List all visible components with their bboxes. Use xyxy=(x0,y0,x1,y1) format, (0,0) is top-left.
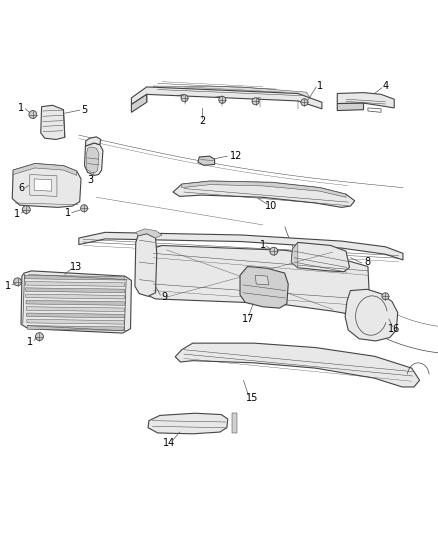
Polygon shape xyxy=(255,275,269,285)
Circle shape xyxy=(270,247,278,255)
Text: 1: 1 xyxy=(317,80,323,91)
Polygon shape xyxy=(13,164,77,175)
Polygon shape xyxy=(198,156,215,165)
Circle shape xyxy=(22,206,30,214)
Polygon shape xyxy=(27,313,124,318)
Polygon shape xyxy=(345,289,398,341)
Text: 15: 15 xyxy=(246,393,258,403)
Polygon shape xyxy=(30,174,57,197)
Polygon shape xyxy=(21,271,131,333)
Polygon shape xyxy=(85,143,103,175)
Polygon shape xyxy=(26,306,124,312)
Polygon shape xyxy=(182,181,346,197)
Text: 17: 17 xyxy=(242,314,254,324)
Text: 12: 12 xyxy=(230,151,243,161)
Text: 3: 3 xyxy=(87,175,93,185)
Text: 16: 16 xyxy=(388,324,400,334)
Circle shape xyxy=(14,278,21,286)
Polygon shape xyxy=(131,87,322,109)
Polygon shape xyxy=(232,413,237,433)
Circle shape xyxy=(252,98,259,105)
Polygon shape xyxy=(25,281,125,286)
Text: 1: 1 xyxy=(14,209,20,219)
Polygon shape xyxy=(337,93,394,108)
Polygon shape xyxy=(148,413,228,434)
Circle shape xyxy=(301,99,308,106)
Polygon shape xyxy=(25,288,124,293)
Polygon shape xyxy=(27,319,124,324)
Text: 5: 5 xyxy=(81,104,87,115)
Polygon shape xyxy=(136,229,162,238)
Text: 1: 1 xyxy=(260,240,266,249)
Circle shape xyxy=(219,96,226,103)
Text: 13: 13 xyxy=(70,262,82,271)
Text: 10: 10 xyxy=(265,201,278,211)
Circle shape xyxy=(382,293,389,300)
Text: 1: 1 xyxy=(65,208,71,218)
Polygon shape xyxy=(173,181,355,207)
Text: 4: 4 xyxy=(382,81,389,91)
Circle shape xyxy=(181,95,188,102)
Polygon shape xyxy=(291,243,298,268)
Text: 1: 1 xyxy=(27,337,33,347)
Polygon shape xyxy=(135,233,157,296)
Circle shape xyxy=(81,205,88,212)
Circle shape xyxy=(29,110,37,118)
Polygon shape xyxy=(79,232,403,260)
Text: 14: 14 xyxy=(162,438,175,448)
Polygon shape xyxy=(131,94,147,112)
Polygon shape xyxy=(26,301,124,305)
Polygon shape xyxy=(175,343,420,387)
Polygon shape xyxy=(85,137,101,146)
Text: 2: 2 xyxy=(199,116,205,126)
Text: 1: 1 xyxy=(18,103,24,113)
Text: 8: 8 xyxy=(365,257,371,267)
Text: 6: 6 xyxy=(18,183,24,192)
Polygon shape xyxy=(12,164,81,207)
Polygon shape xyxy=(26,294,124,299)
Polygon shape xyxy=(25,275,125,280)
Polygon shape xyxy=(368,108,381,112)
Polygon shape xyxy=(87,147,99,172)
Polygon shape xyxy=(27,326,124,330)
Polygon shape xyxy=(41,106,65,140)
Polygon shape xyxy=(153,86,311,99)
Polygon shape xyxy=(240,266,288,308)
Polygon shape xyxy=(147,246,370,317)
Polygon shape xyxy=(34,179,52,191)
Circle shape xyxy=(35,333,43,341)
Polygon shape xyxy=(337,103,364,110)
Polygon shape xyxy=(291,243,350,272)
Text: 9: 9 xyxy=(161,292,167,302)
Text: 1: 1 xyxy=(5,281,11,291)
